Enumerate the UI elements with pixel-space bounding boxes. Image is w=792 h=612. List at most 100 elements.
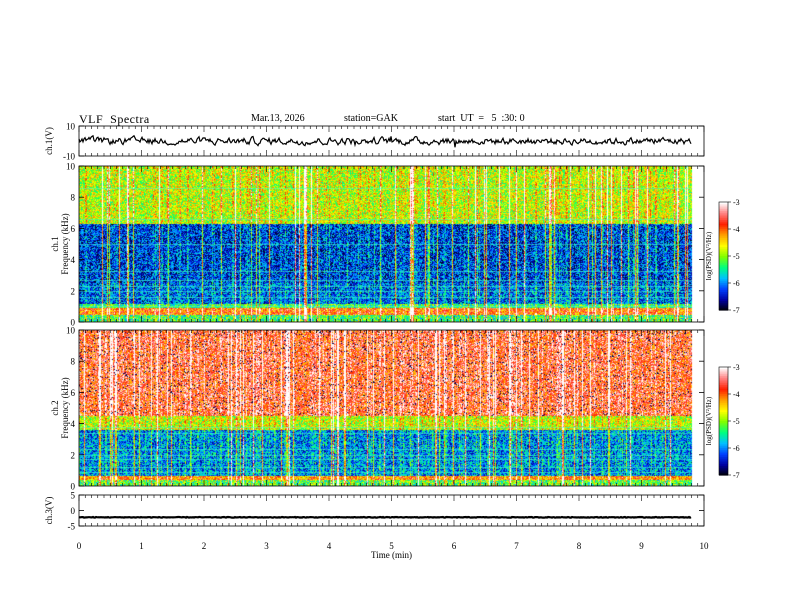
y-tick-label: -10: [63, 152, 75, 162]
colorbar-segment: [719, 417, 728, 420]
colorbar-segment: [719, 419, 728, 422]
colorbar-segment: [719, 462, 728, 465]
colorbar-segment: [719, 399, 728, 402]
colorbar-segment: [719, 442, 728, 445]
colorbar-segment: [719, 229, 728, 232]
colorbar-segment: [719, 211, 728, 214]
colorbar-segment: [719, 421, 728, 424]
colorbar-segment: [719, 367, 728, 370]
colorbar-segment: [719, 424, 728, 427]
colorbar-tick-label: -4: [733, 390, 740, 399]
colorbar-segment: [719, 274, 728, 277]
colorbar-segment: [719, 216, 728, 219]
colorbar-segment: [719, 415, 728, 418]
y-tick-label: 0: [71, 482, 76, 492]
colorbar-segment: [719, 248, 728, 252]
colorbar-segment: [719, 252, 728, 255]
colorbar-segment: [719, 437, 728, 440]
y-axis-label: ch.1(V): [44, 127, 54, 155]
colorbar-segment: [719, 370, 728, 373]
colorbar-segment: [719, 392, 728, 395]
colorbar-segment: [719, 444, 728, 447]
colorbar-segment: [719, 410, 728, 413]
colorbar-segment: [719, 230, 728, 234]
colorbar-segment: [719, 254, 728, 257]
x-tick-label: 4: [327, 541, 332, 551]
colorbar-segment: [719, 381, 728, 384]
y-tick-label: 8: [71, 193, 76, 203]
colorbar-segment: [719, 225, 728, 228]
colorbar-segment: [719, 304, 728, 307]
colorbar-segment: [719, 471, 728, 474]
y-tick-label: 8: [71, 357, 76, 367]
colorbar-segment: [719, 220, 728, 223]
colorbar-tick-label: -7: [733, 306, 740, 315]
y-tick-label: 4: [71, 255, 76, 265]
y-tick-label: 0: [71, 318, 76, 328]
y-axis-label: Frequency (kHz): [60, 377, 70, 438]
colorbar-segment: [719, 288, 728, 291]
colorbar-segment: [719, 460, 728, 463]
colorbar-segment: [719, 435, 728, 438]
colorbar-tick-label: -7: [733, 471, 740, 480]
colorbar-segment: [719, 223, 728, 226]
y-axis-top-label: ch.2: [50, 400, 60, 415]
colorbar-segment: [719, 372, 728, 375]
colorbar-segment: [719, 453, 728, 456]
colorbar-segment: [719, 308, 728, 311]
colorbar-segment: [719, 449, 728, 453]
colorbar-tick-label: -4: [733, 225, 740, 234]
colorbar-segment: [719, 430, 728, 433]
colorbar-segment: [719, 395, 728, 399]
colorbar-segment: [719, 232, 728, 235]
colorbar-segment: [719, 301, 728, 304]
colorbar-segment: [719, 218, 728, 221]
colorbar-segment: [719, 261, 728, 264]
colorbar-segment: [719, 404, 728, 408]
y-tick-label: 0: [71, 506, 76, 516]
y-tick-label: 10: [66, 162, 76, 172]
colorbar-segment: [719, 250, 728, 253]
colorbar-segment: [719, 467, 728, 471]
colorbar-segment: [719, 221, 728, 225]
x-tick-label: 0: [77, 541, 82, 551]
y-tick-label: 2: [71, 286, 76, 296]
colorbar-segment: [719, 239, 728, 243]
y-tick-label: 10: [66, 326, 76, 336]
colorbar-segment: [719, 243, 728, 246]
colorbar-segment: [719, 266, 728, 270]
colorbar-tick-label: -6: [733, 279, 740, 288]
colorbar-segment: [719, 227, 728, 230]
colorbar-segment: [719, 390, 728, 393]
x-tick-label: 6: [452, 541, 457, 551]
colorbar-segment: [719, 236, 728, 239]
colorbar-segment: [719, 297, 728, 300]
colorbar-segment: [719, 257, 728, 261]
colorbar-segment: [719, 281, 728, 284]
colorbar-segment: [719, 446, 728, 449]
colorbar-label: log(PSD)(V²/Hz): [705, 396, 713, 445]
colorbar-segment: [719, 259, 728, 262]
colorbar-segment: [719, 457, 728, 460]
station-label: station=GAK: [344, 113, 398, 124]
colorbar-segment: [719, 306, 728, 309]
colorbar-segment: [719, 263, 728, 266]
colorbar-segment: [719, 292, 728, 295]
colorbar-segment: [719, 283, 728, 286]
figure-title: VLF Spectra: [79, 112, 150, 126]
colorbar-segment: [719, 293, 728, 297]
x-tick-label: 3: [264, 541, 269, 551]
y-axis-label: Frequency (kHz): [60, 213, 70, 274]
colorbar-segment: [719, 466, 728, 469]
start-ut-label: start UT = 5 :30: 0: [438, 113, 525, 124]
colorbar-segment: [719, 413, 728, 417]
colorbar-segment: [719, 379, 728, 382]
colorbar-segment: [719, 374, 728, 377]
colorbar-segment: [719, 426, 728, 429]
colorbar-segment: [719, 422, 728, 426]
colorbar-segment: [719, 270, 728, 273]
colorbar-segment: [719, 203, 728, 207]
ch3-waveform: [78, 515, 692, 519]
y-tick-label: 6: [71, 224, 76, 234]
colorbar-segment: [719, 286, 728, 289]
